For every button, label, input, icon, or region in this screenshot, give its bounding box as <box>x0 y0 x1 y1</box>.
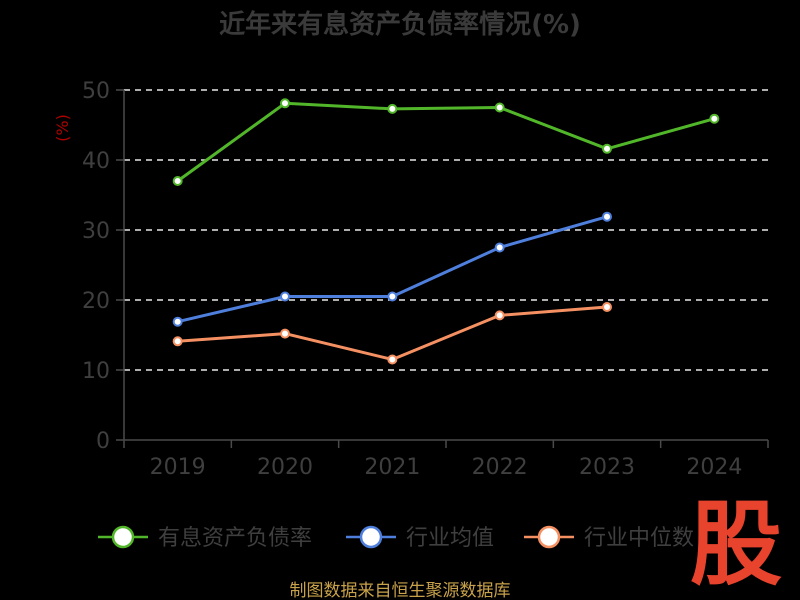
data-point <box>387 354 398 365</box>
legend: 有息资产负债率 行业均值 行业中位数 <box>98 525 694 551</box>
data-point <box>387 103 398 114</box>
series-1 <box>172 211 612 327</box>
series-2 <box>172 302 612 365</box>
data-point <box>602 211 612 222</box>
data-point <box>494 310 505 321</box>
data-point <box>494 102 505 113</box>
legend-marker <box>537 525 561 549</box>
series-line <box>176 101 715 183</box>
y-tick-label: 30 <box>82 219 110 244</box>
legend-marker <box>359 525 383 549</box>
legend-item-0: 有息资产负债率 <box>98 525 312 551</box>
legend-item-2: 行业中位数 <box>524 525 694 551</box>
grid-lines <box>124 89 768 371</box>
x-tick-label: 2021 <box>364 455 420 480</box>
legend-label: 行业均值 <box>406 526 494 551</box>
data-source-note: 制图数据来自恒生聚源数据库 <box>290 581 511 600</box>
data-point <box>709 113 720 124</box>
chart-title: 近年来有息资产负债率情况(%) <box>219 9 581 40</box>
legend-label: 行业中位数 <box>584 526 694 551</box>
legend-marker <box>111 525 135 549</box>
data-point <box>280 328 290 339</box>
data-point <box>172 176 183 186</box>
brand-logo: 股 <box>690 491 782 598</box>
series-0 <box>172 98 720 186</box>
series-layer <box>172 98 720 365</box>
y-tick-label: 0 <box>96 429 110 454</box>
legend-label: 有息资产负债率 <box>158 526 312 551</box>
data-point <box>602 302 612 312</box>
data-point <box>494 242 505 253</box>
data-point <box>172 336 183 347</box>
x-tick-label: 2020 <box>257 455 313 480</box>
x-tick-label: 2019 <box>150 455 206 480</box>
data-point <box>280 98 290 109</box>
data-point <box>387 291 398 302</box>
y-tick-label: 20 <box>82 289 110 314</box>
legend-item-1: 行业均值 <box>346 525 494 551</box>
y-tick-label: 10 <box>82 359 110 384</box>
series-line <box>177 305 608 361</box>
y-axis-unit: (%) <box>53 114 72 142</box>
data-point <box>172 316 183 327</box>
series-line <box>177 215 608 324</box>
data-point <box>280 291 290 302</box>
x-tick-label: 2022 <box>472 455 528 480</box>
x-tick-label: 2023 <box>579 455 635 480</box>
axes: 0 10 20 30 40 50 2019 2020 2021 2022 2023 2024 <box>82 79 769 480</box>
logo-glyph: 股 <box>690 491 782 598</box>
y-tick-label: 50 <box>82 79 110 104</box>
y-tick-label: 40 <box>82 149 110 174</box>
data-point <box>602 143 612 154</box>
x-tick-label: 2024 <box>686 455 742 480</box>
